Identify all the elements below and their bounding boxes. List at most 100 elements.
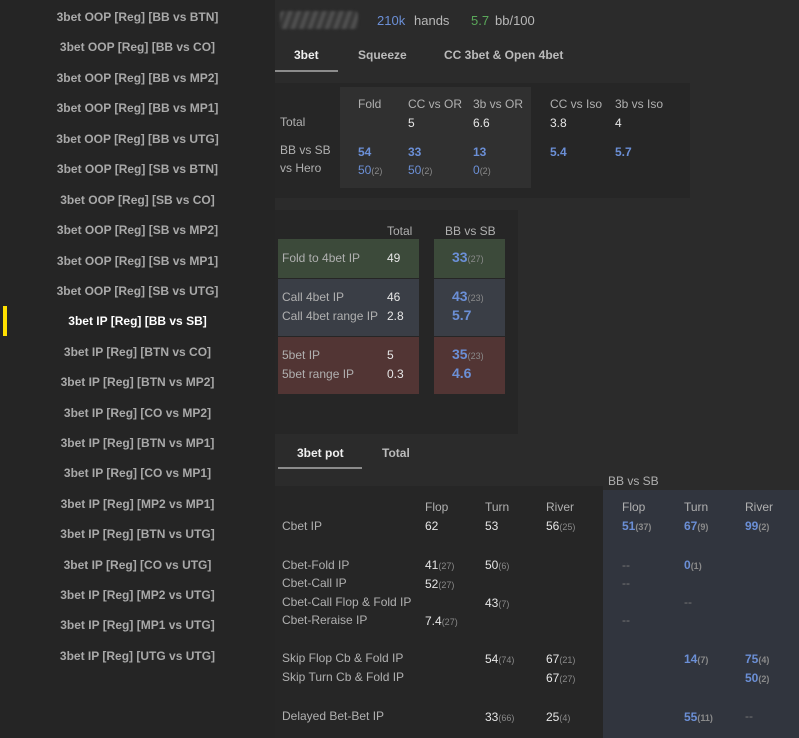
- bbsb-delayed-turn: 55(11): [684, 710, 713, 724]
- sidebar-item[interactable]: 3bet IP [Reg] [UTG vs UTG]: [59, 649, 216, 663]
- sidebar: 3bet OOP [Reg] [BB vs BTN] 3bet OOP [Reg…: [0, 0, 275, 738]
- sidebar-item[interactable]: 3bet IP [Reg] [BTN vs CO]: [63, 345, 212, 359]
- sidebar-item[interactable]: 3bet IP [Reg] [MP2 vs UTG]: [60, 588, 215, 602]
- sidebar-item[interactable]: 3bet IP [Reg] [BTN vs MP2]: [60, 375, 215, 389]
- sidebar-item[interactable]: 3bet IP [Reg] [BTN vs UTG]: [60, 527, 215, 541]
- sidebar-item[interactable]: 3bet OOP [Reg] [SB vs MP2]: [56, 223, 219, 237]
- col-fold: Fold: [358, 97, 382, 111]
- tab-squeeze[interactable]: Squeeze: [358, 48, 407, 62]
- total-cc-vs-or: 5: [408, 116, 415, 130]
- row-vshero-label: vs Hero: [280, 161, 322, 175]
- cbet-river: 56(25): [546, 519, 576, 533]
- sidebar-item[interactable]: 3bet OOP [Reg] [SB vs CO]: [60, 193, 215, 207]
- cbet-turn: 53: [485, 519, 499, 533]
- fivebet-row-bg: [278, 337, 419, 394]
- call-4bet-label: Call 4bet IP: [282, 290, 345, 304]
- sidebar-item[interactable]: 3bet IP [Reg] [CO vs UTG]: [63, 558, 212, 572]
- bbsb-skip-turn-river: 50(2): [745, 671, 770, 685]
- bbsb-fold: 54: [358, 145, 372, 159]
- postflop-bbsb-panel: [603, 490, 799, 738]
- sidebar-item[interactable]: 3bet IP [Reg] [MP1 vs UTG]: [60, 618, 215, 632]
- cbet-call-flop-fold-label: Cbet-Call Flop & Fold IP: [282, 595, 412, 609]
- sidebar-item[interactable]: 3bet IP [Reg] [CO vs MP1]: [63, 466, 212, 480]
- sidebar-item[interactable]: 3bet OOP [Reg] [BB vs BTN]: [56, 10, 219, 24]
- fivebet-range-label: 5bet range IP: [282, 367, 355, 381]
- skip-turn-label: Skip Turn Cb & Fold IP: [282, 670, 405, 684]
- cbet-reraise-flop: 7.4(27): [425, 614, 458, 628]
- cbet-label: Cbet IP: [282, 519, 323, 533]
- row-bbsb-label: BB vs SB: [280, 143, 331, 157]
- cbet-fold-label: Cbet-Fold IP: [282, 558, 350, 572]
- col-flop: Flop: [425, 500, 449, 514]
- call-row-bg: [278, 279, 419, 336]
- sidebar-item-active[interactable]: 3bet IP [Reg] [BB vs SB]: [68, 314, 207, 328]
- sidebar-item[interactable]: 3bet OOP [Reg] [SB vs MP1]: [56, 254, 219, 268]
- total-3b-vs-or: 6.6: [473, 116, 490, 130]
- sidebar-item[interactable]: 3bet OOP [Reg] [SB vs UTG]: [56, 284, 219, 298]
- vs4bet-col-total: Total: [387, 224, 413, 238]
- bbsb-3b-vs-iso: 5.7: [615, 145, 632, 159]
- skip-flop-turn: 54(74): [485, 652, 515, 666]
- bbsb-cbet-reraise-flop: --: [622, 613, 630, 627]
- call-4bet-range-bbsb: 5.7: [452, 307, 472, 323]
- cbet-call-flop: 52(27): [425, 577, 455, 591]
- bbsb-cbet-turn: 67(9): [684, 519, 709, 533]
- bbsb-col-river: River: [745, 500, 774, 514]
- row-total-label: Total: [280, 115, 306, 129]
- col-river: River: [546, 500, 575, 514]
- cbet-call-label: Cbet-Call IP: [282, 576, 347, 590]
- delayed-river: 25(4): [546, 710, 571, 724]
- bbsb-cbet-call-flop: --: [622, 576, 630, 590]
- tab-3bet-pot[interactable]: 3bet pot: [297, 446, 344, 460]
- hands-count: 210k: [377, 13, 406, 28]
- bbsb-cbet-flop: 51(37): [622, 519, 652, 533]
- hero-fold: 50(2): [358, 163, 383, 177]
- fivebet-label: 5bet IP: [282, 348, 321, 362]
- fold-to-4bet-total: 49: [387, 251, 401, 265]
- col-3b-vs-or: 3b vs OR: [473, 97, 524, 111]
- col-cc-vs-or: CC vs OR: [408, 97, 462, 111]
- vs4bet-col-bbsb: BB vs SB: [445, 224, 496, 238]
- sidebar-item[interactable]: 3bet IP [Reg] [BTN vs MP1]: [60, 436, 215, 450]
- col-3b-vs-iso: 3b vs Iso: [615, 97, 664, 111]
- call-4bet-bbsb: 43(23): [452, 288, 484, 304]
- fold-to-4bet-label: Fold to 4bet IP: [282, 251, 361, 265]
- hero-3b-vs-or: 0(2): [473, 163, 491, 177]
- postflop-bbsb-title: BB vs SB: [608, 474, 659, 488]
- sidebar-item[interactable]: 3bet OOP [Reg] [BB vs MP2]: [56, 71, 219, 85]
- call-4bet-range-total: 2.8: [387, 309, 404, 323]
- skip-flop-label: Skip Flop Cb & Fold IP: [282, 651, 404, 665]
- cbet-fold-turn: 50(6): [485, 558, 510, 572]
- total-3b-vs-iso: 4: [615, 116, 622, 130]
- fivebet-range-bbsb: 4.6: [452, 365, 472, 381]
- cbet-flop: 62: [425, 519, 439, 533]
- tab-3bet[interactable]: 3bet: [294, 48, 319, 62]
- bbsb-cbet-river: 99(2): [745, 519, 770, 533]
- col-cc-vs-iso: CC vs Iso: [550, 97, 603, 111]
- sidebar-item[interactable]: 3bet OOP [Reg] [BB vs UTG]: [56, 132, 219, 146]
- sidebar-item[interactable]: 3bet IP [Reg] [CO vs MP2]: [63, 406, 212, 420]
- hands-label: hands: [414, 13, 450, 28]
- postflop-panel: [275, 486, 603, 738]
- sidebar-item[interactable]: 3bet IP [Reg] [MP2 vs MP1]: [60, 497, 215, 511]
- bbsb-cbet-fold-turn: 0(1): [684, 558, 702, 572]
- bbsb-cbet-fold-flop: --: [622, 558, 630, 572]
- call-bbsb-bg: [434, 279, 505, 336]
- sidebar-item[interactable]: 3bet OOP [Reg] [SB vs BTN]: [56, 162, 219, 176]
- call-4bet-range-label: Call 4bet range IP: [282, 309, 379, 323]
- bbsb-col-flop: Flop: [622, 500, 646, 514]
- total-cc-vs-iso: 3.8: [550, 116, 567, 130]
- winrate-value: 5.7: [471, 13, 490, 28]
- overview-highlight: [340, 87, 531, 188]
- sidebar-item[interactable]: 3bet OOP [Reg] [BB vs MP1]: [56, 101, 219, 115]
- tab-cc-3bet-open-4bet[interactable]: CC 3bet & Open 4bet: [444, 48, 564, 62]
- player-name-blurred: [280, 11, 358, 29]
- sidebar-item[interactable]: 3bet OOP [Reg] [BB vs CO]: [59, 40, 216, 54]
- fivebet-range-total: 0.3: [387, 367, 404, 381]
- fold-bbsb-bg: [434, 239, 505, 278]
- active-marker: [3, 306, 7, 336]
- bbsb-3b-vs-or: 13: [473, 145, 487, 159]
- bbsb-skip-flop-turn: 14(7): [684, 652, 709, 666]
- tab-total[interactable]: Total: [382, 446, 410, 460]
- bbsb-cbet-call-flop-fold-turn: --: [684, 595, 692, 609]
